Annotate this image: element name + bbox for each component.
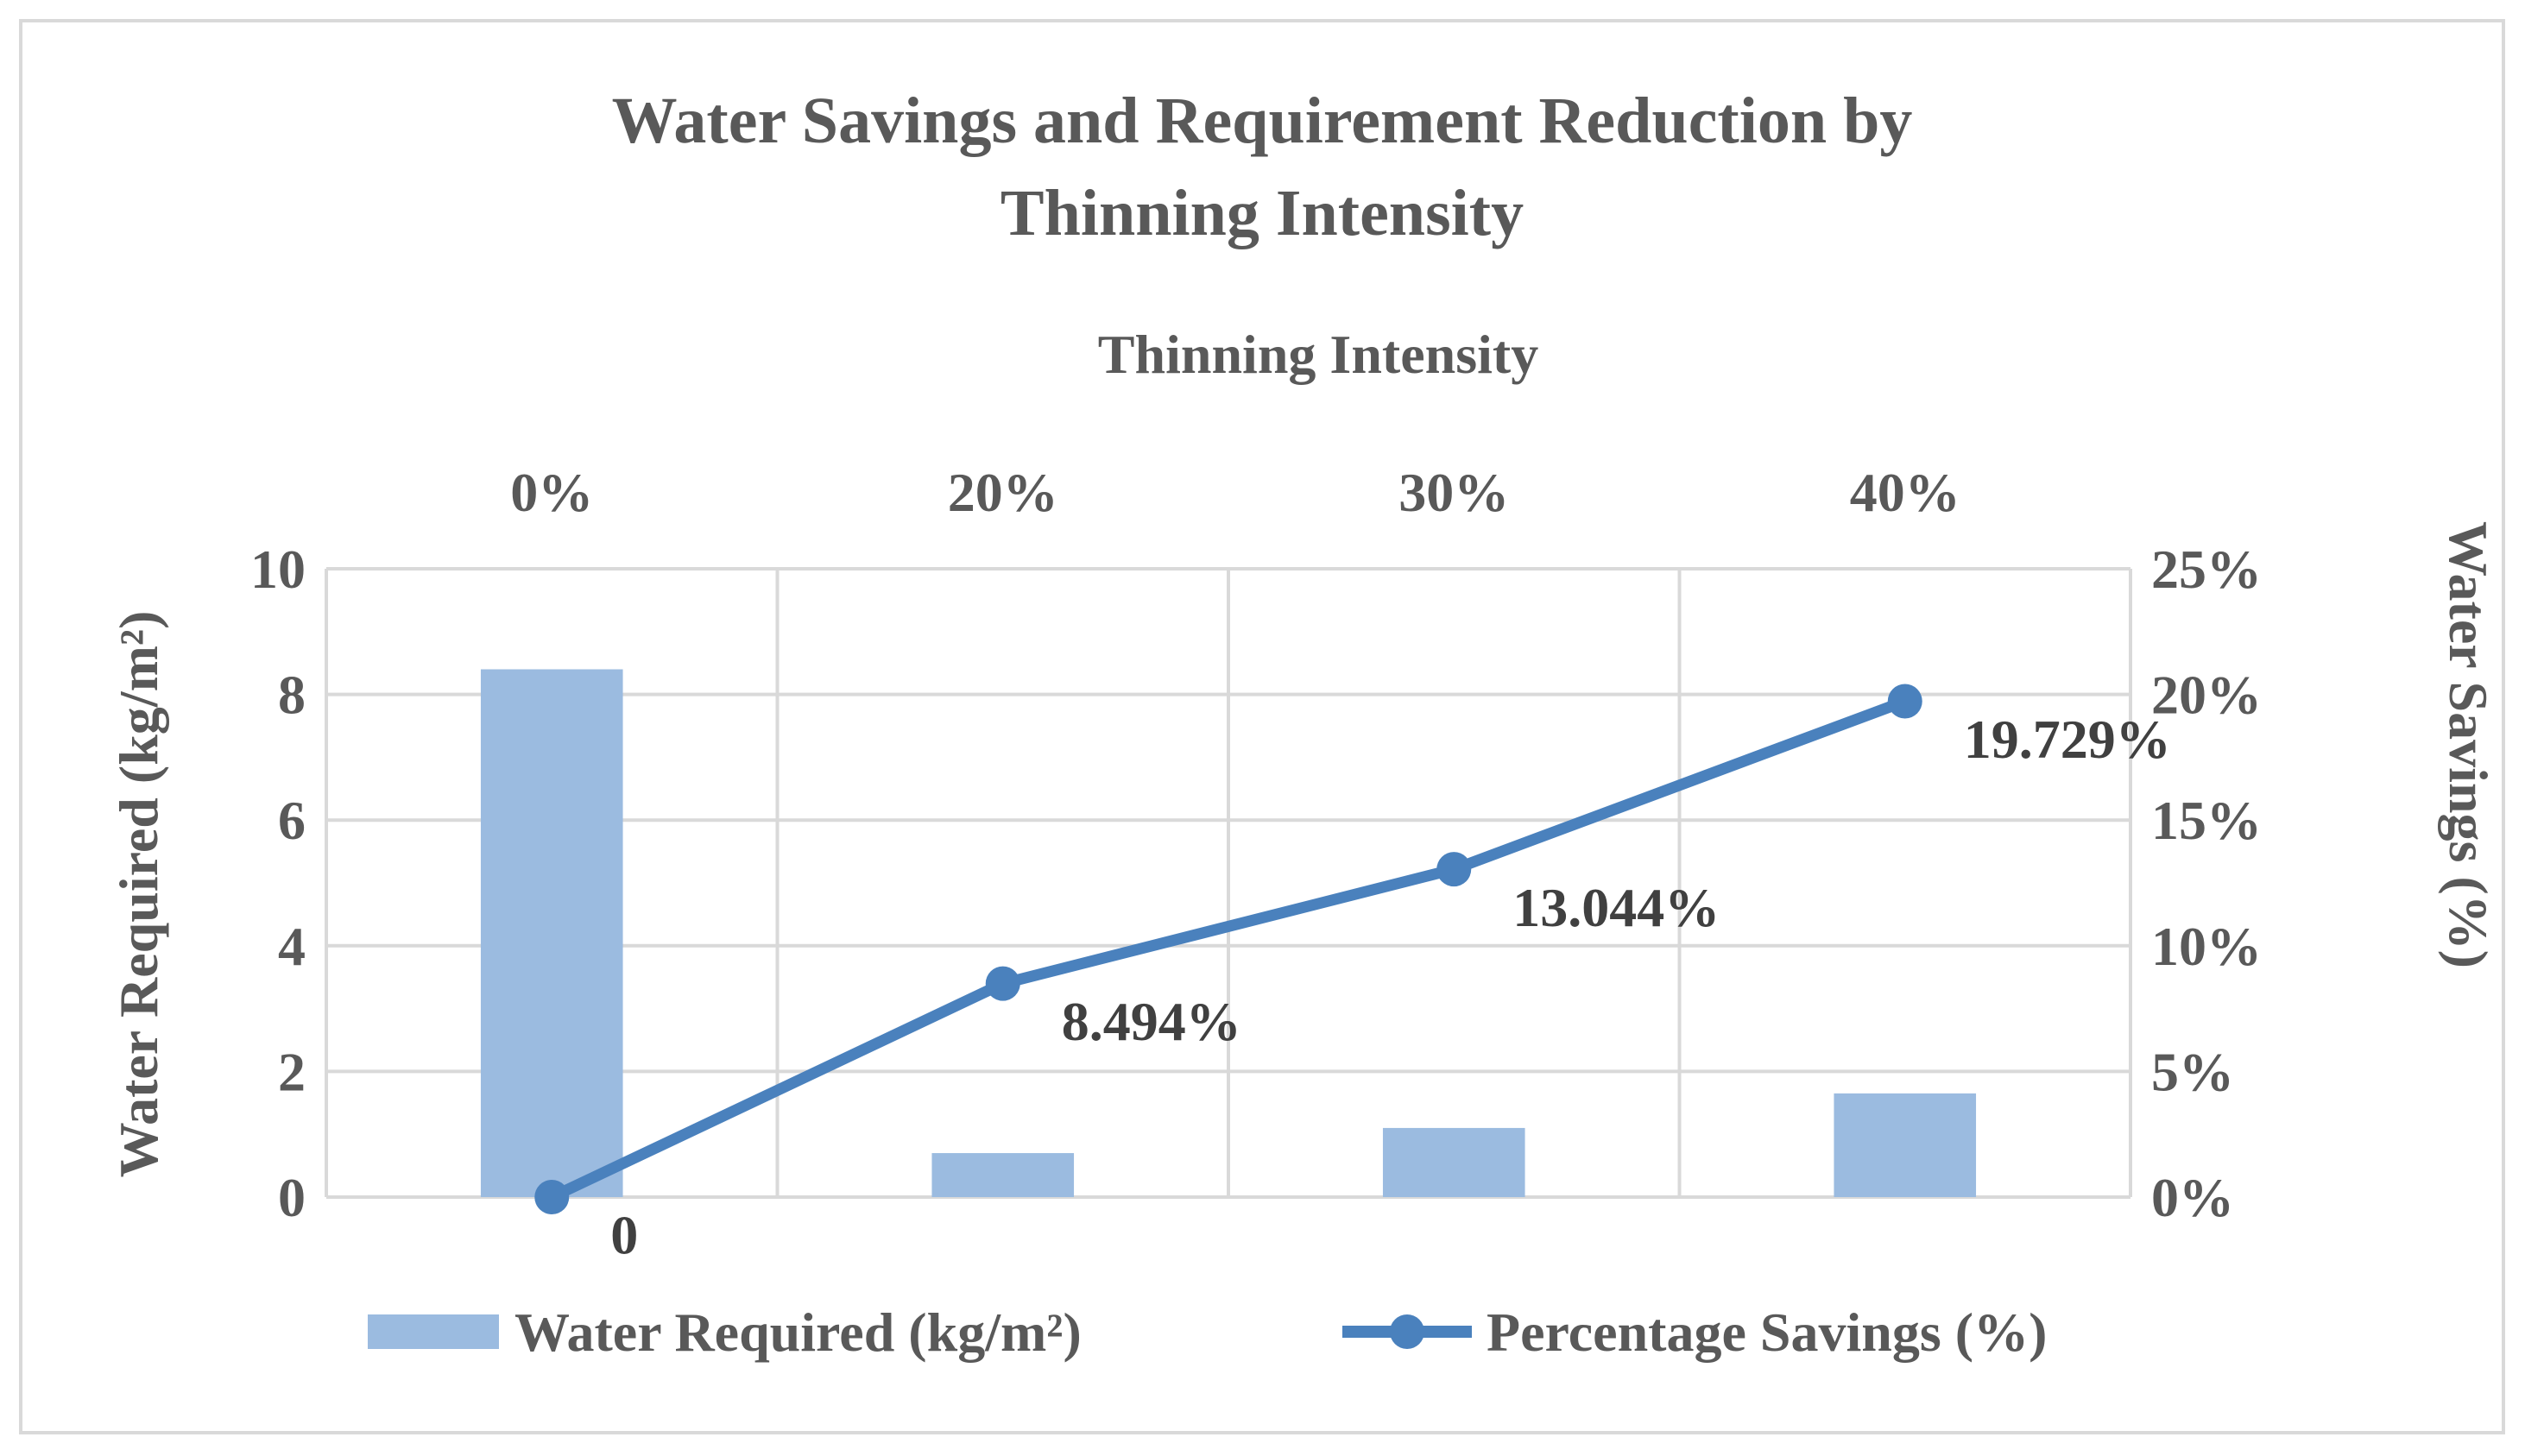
line-point — [985, 966, 1020, 1001]
y-left-tick-label: 10 — [250, 539, 306, 600]
y-right-tick-label: 25% — [2151, 539, 2262, 600]
legend-line-marker — [1390, 1314, 1424, 1349]
legend-line-label: Percentage Savings (%) — [1487, 1302, 2047, 1363]
chart-title-line-1: Water Savings and Requirement Reduction … — [612, 85, 1913, 157]
y-right-tick-label: 5% — [2151, 1041, 2234, 1102]
data-label: 13.044% — [1512, 877, 1720, 938]
x-axis-title: Thinning Intensity — [1098, 324, 1538, 385]
data-label: 8.494% — [1062, 991, 1241, 1052]
bar — [1382, 1127, 1525, 1197]
y-right-tick-label: 0% — [2151, 1167, 2234, 1228]
y-right-tick-label: 10% — [2151, 916, 2262, 977]
y-left-tick-label: 4 — [278, 916, 306, 977]
chart-title-line-2: Thinning Intensity — [1001, 177, 1524, 249]
line-series — [534, 684, 1922, 1214]
bar — [1834, 1093, 1977, 1197]
chart-title: Water Savings and Requirement Reduction … — [612, 85, 1913, 249]
legend-bar-label: Water Required (kg/m²) — [514, 1302, 1082, 1363]
data-label: 0 — [610, 1205, 638, 1266]
x-tick-label: 20% — [948, 462, 1058, 523]
y-right-tick-label: 20% — [2151, 665, 2262, 726]
x-tick-label: 30% — [1398, 462, 1509, 523]
legend-bar-swatch — [368, 1314, 499, 1349]
legend: Water Required (kg/m²) Percentage Saving… — [368, 1302, 2047, 1363]
y-left-tick-label: 0 — [278, 1167, 306, 1228]
y-left-axis-title: Water Required (kg/m²) — [108, 611, 169, 1178]
grid-lines — [325, 567, 2132, 1199]
bar-series — [480, 669, 1977, 1197]
data-label: 19.729% — [1964, 709, 2171, 770]
line-point — [1887, 684, 1922, 719]
bar — [480, 669, 623, 1197]
line-point — [1436, 852, 1472, 887]
y-left-tick-label: 2 — [278, 1041, 306, 1102]
y-right-tick-label: 15% — [2151, 790, 2262, 851]
tick-labels: 0 0%2 5%4 10%6 15%8 20%10 25%0% 20% 30% 40% — [250, 462, 2262, 1228]
line-point — [534, 1180, 570, 1214]
x-tick-label: 40% — [1850, 462, 1960, 523]
bar — [931, 1153, 1075, 1197]
y-right-axis-title: Water Savings (%) — [2438, 521, 2499, 968]
x-tick-label: 0% — [510, 462, 593, 523]
data-labels: 0 8.494% 13.044% 19.729% — [610, 709, 2171, 1266]
line-path — [546, 695, 1911, 1203]
y-left-tick-label: 8 — [278, 665, 306, 726]
y-left-tick-label: 6 — [278, 790, 306, 851]
